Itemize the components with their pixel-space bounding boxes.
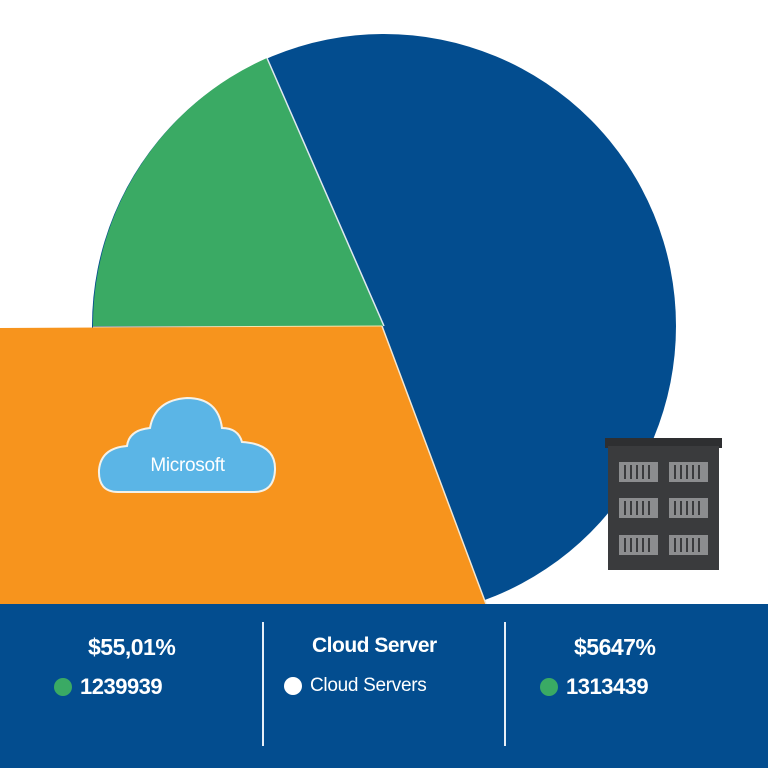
right-count: 1313439 — [566, 674, 649, 699]
left-count: 1239939 — [80, 674, 163, 699]
legend-footer: $55,01% 1239939 Cloud Server Cloud Serve… — [0, 604, 768, 768]
middle-label: Cloud Servers — [310, 675, 427, 696]
middle-title: Cloud Server — [312, 634, 437, 657]
green-dot-icon — [540, 678, 558, 696]
white-dot-icon — [284, 677, 302, 695]
left-value: $55,01% — [88, 634, 176, 660]
cloud-label: Microsoft — [150, 455, 225, 476]
server-rack-icon — [605, 438, 722, 570]
green-dot-icon — [54, 678, 72, 696]
legend-left: $55,01% 1239939 — [0, 604, 262, 768]
right-value: $5647% — [574, 634, 656, 660]
legend-middle: Cloud Server Cloud Servers — [264, 604, 504, 768]
legend-right: $5647% 1313439 — [506, 604, 768, 768]
divider — [262, 622, 264, 746]
pie-slice-green — [92, 58, 385, 326]
divider — [504, 622, 506, 746]
cloud-icon — [97, 396, 277, 493]
